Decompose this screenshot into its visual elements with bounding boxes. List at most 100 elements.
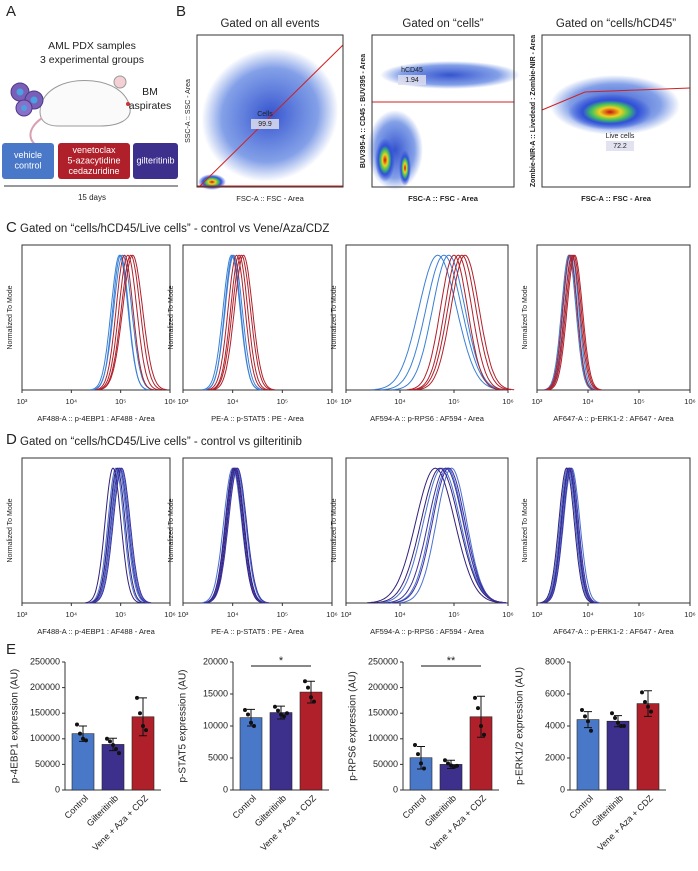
x-axis-label: AF594-A :: p-RPS6 : AF594 - Area — [370, 414, 485, 423]
x-tick-label: 10³ — [341, 610, 352, 619]
histogram-curve — [204, 467, 264, 604]
x-axis-label: AF647-A :: p-ERK1-2 : AF647 - Area — [553, 627, 674, 636]
data-point — [643, 700, 647, 704]
y-tick-label: 2000 — [545, 752, 565, 762]
x-axis-label: PE-A :: p-STAT5 : PE - Area — [211, 627, 304, 636]
histogram-curve — [91, 254, 154, 391]
panel-label: A — [6, 3, 16, 20]
x-tick-label: 10⁵ — [115, 610, 126, 619]
histogram-curve — [96, 254, 160, 391]
histogram-curve — [542, 467, 597, 604]
data-point — [84, 738, 88, 743]
x-tick-label: 10³ — [341, 397, 352, 406]
x-tick-label: 10⁵ — [277, 610, 288, 619]
histogram-curve — [209, 254, 269, 391]
histogram-curve — [203, 467, 267, 604]
gate-name: Live cells — [606, 133, 635, 140]
x-axis-label: PE-A :: p-STAT5 : PE - Area — [211, 414, 304, 423]
data-point — [285, 711, 289, 716]
flow-plot-2 — [367, 61, 520, 190]
histogram-curve — [542, 467, 597, 604]
y-tick-label: 200000 — [368, 682, 398, 692]
y-axis-label: SSC-A :: SSC - Area — [185, 79, 192, 143]
data-point — [303, 679, 307, 684]
histogram-curve — [90, 467, 149, 604]
plot-title: Gated on “cells” — [402, 18, 483, 30]
y-axis-label: p-RPS6 expression (AU) — [348, 671, 359, 780]
data-point — [306, 685, 310, 690]
significance-label: * — [279, 655, 284, 667]
x-axis-label: AF488-A :: p-4EBP1 : AF488 - Area — [37, 627, 155, 636]
histogram-curve — [543, 254, 594, 391]
histogram-curve — [205, 467, 265, 604]
data-point — [135, 695, 139, 700]
data-point — [249, 720, 253, 725]
data-point — [252, 724, 256, 728]
data-point — [419, 761, 423, 766]
plot-frame — [196, 34, 344, 188]
x-tick-label: 10³ — [17, 397, 28, 406]
gate-label-box — [398, 75, 426, 85]
histogram-curve — [392, 467, 506, 604]
histogram-curve — [546, 254, 601, 391]
panel-label: E — [6, 641, 16, 658]
x-axis-label: FSC-A :: FSC - Area — [408, 194, 479, 203]
y-tick-label: 0 — [223, 784, 228, 794]
bar — [299, 691, 323, 791]
data-point — [413, 742, 417, 747]
data-point — [613, 716, 617, 720]
x-axis-label: FSC-A :: FSC - Area — [581, 194, 652, 203]
y-tick-label: 15000 — [203, 688, 228, 698]
gate-value: 72.2 — [613, 143, 627, 150]
x-tick-label: 10⁴ — [227, 610, 239, 619]
y-axis-label: p-STAT5 expression (AU) — [178, 670, 189, 783]
y-tick-label: 100000 — [30, 733, 60, 743]
histogram-curve — [204, 254, 264, 391]
plot-title: Gated on all events — [220, 18, 319, 30]
gate-name: Cells — [257, 111, 273, 118]
data-point — [619, 724, 623, 728]
histogram-curve — [545, 254, 600, 391]
data-point — [449, 763, 453, 768]
x-tick-label: Control — [63, 793, 91, 821]
histogram-curve — [95, 254, 154, 391]
x-tick-label: 10⁶ — [164, 397, 175, 406]
data-point — [640, 690, 644, 695]
error-bar — [139, 697, 147, 737]
x-tick-label: 10³ — [532, 397, 543, 406]
plot-frame — [541, 34, 691, 188]
y-axis-label: Normalized To Mode — [168, 498, 175, 562]
y-axis-label: Normalized To Mode — [331, 285, 338, 349]
histogram-curve — [206, 467, 266, 604]
histogram-curve — [398, 467, 505, 604]
panel-e: p-4EBP1 expression (AU)05000010000015000… — [10, 655, 666, 853]
data-point — [117, 751, 121, 756]
panel-label: D — [6, 431, 17, 448]
histogram-curve — [547, 254, 602, 391]
plot-frame — [182, 244, 333, 391]
gate-value: 1.94 — [405, 77, 419, 84]
x-tick-label: 10⁶ — [326, 610, 337, 619]
data-point — [452, 764, 456, 769]
data-point — [309, 695, 313, 700]
data-point — [610, 711, 614, 716]
x-axis-label: AF647-A :: p-ERK1-2 : AF647 - Area — [553, 414, 674, 423]
error-bar — [477, 695, 485, 738]
y-tick-label: 50000 — [35, 759, 60, 769]
data-point — [416, 752, 420, 757]
bar — [606, 720, 630, 791]
x-tick-label: 10³ — [178, 397, 189, 406]
histogram-curve — [540, 467, 595, 604]
bar — [269, 712, 293, 791]
y-tick-label: 0 — [393, 784, 398, 794]
x-tick-label: Control — [231, 793, 259, 821]
data-point — [479, 724, 483, 728]
y-tick-label: 200000 — [30, 682, 60, 692]
data-point — [282, 714, 286, 719]
plot-frame — [536, 244, 691, 391]
histogram-curve — [392, 254, 506, 391]
bar — [239, 717, 263, 791]
data-point — [114, 747, 118, 752]
